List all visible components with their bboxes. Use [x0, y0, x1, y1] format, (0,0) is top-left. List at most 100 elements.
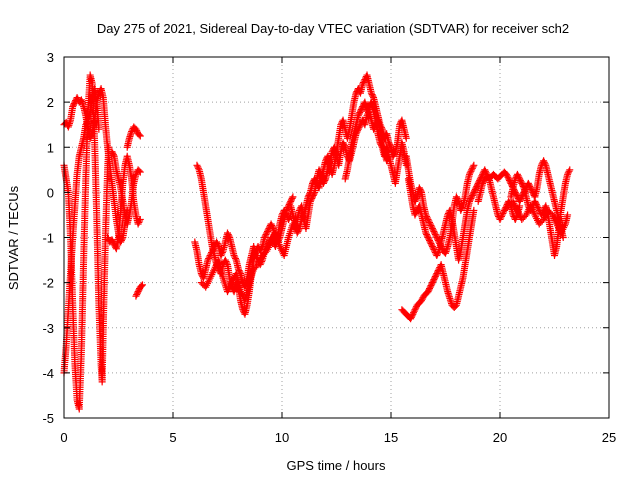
data-point — [497, 212, 505, 220]
data-point — [367, 89, 375, 97]
data-point — [308, 194, 316, 202]
y-tick-label: -2 — [42, 276, 54, 291]
data-point — [224, 229, 231, 237]
data-point — [268, 221, 276, 229]
data-point — [564, 170, 572, 178]
data-point — [457, 206, 465, 214]
data-point — [426, 285, 434, 293]
data-point — [412, 304, 420, 312]
data-point — [506, 178, 514, 186]
data-point — [133, 291, 141, 299]
data-point — [261, 232, 269, 240]
data-point — [288, 194, 296, 202]
data-point — [423, 232, 431, 240]
data-point — [517, 178, 525, 186]
data-point — [411, 306, 419, 314]
y-tick-labels: -5 -4 -3 -2 -1 0 1 2 3 — [42, 50, 54, 426]
data-point — [385, 139, 393, 147]
data-point — [424, 215, 432, 223]
y-axis-label: SDTVAR / TECUs — [6, 185, 21, 290]
data-point — [497, 214, 505, 222]
data-point — [206, 252, 214, 260]
data-point — [469, 163, 477, 171]
data-point — [70, 100, 78, 108]
data-point — [225, 232, 233, 240]
y-tick-label: -5 — [42, 411, 54, 426]
data-point — [417, 187, 425, 195]
data-point — [428, 280, 436, 288]
data-point — [370, 125, 378, 133]
data-point — [428, 223, 436, 231]
data-point — [132, 125, 140, 133]
x-tick-label: 0 — [60, 430, 67, 445]
data-point — [263, 227, 271, 235]
data-point — [516, 175, 524, 183]
data-point — [135, 218, 143, 226]
data-point — [261, 234, 269, 241]
data-point — [466, 169, 474, 177]
data-point — [194, 163, 202, 171]
data-point — [391, 149, 399, 157]
data-point — [526, 182, 534, 190]
data-point — [363, 107, 371, 115]
data-point — [468, 164, 476, 172]
data-point — [425, 286, 433, 294]
data-point — [473, 182, 481, 190]
data-point — [73, 94, 81, 102]
data-point — [503, 172, 511, 180]
data-point — [205, 253, 213, 261]
data-point — [511, 215, 519, 223]
data-point — [516, 197, 524, 205]
data-point — [307, 196, 315, 204]
data-point — [321, 176, 329, 184]
data-point — [390, 151, 398, 159]
data-point — [218, 250, 226, 258]
data-point — [207, 250, 215, 258]
data-point — [138, 281, 146, 289]
data-point — [431, 230, 439, 238]
data-point — [269, 223, 277, 231]
data-point — [134, 288, 142, 296]
data-point — [236, 268, 244, 276]
data-point — [433, 270, 441, 278]
data-point — [515, 173, 523, 181]
data-point — [540, 157, 548, 165]
data-point — [469, 190, 477, 198]
data-point — [531, 197, 539, 205]
data-point — [193, 161, 201, 169]
data-point — [426, 237, 434, 245]
data-point — [316, 167, 324, 175]
data-point — [432, 271, 440, 279]
data-point — [518, 179, 526, 187]
data-point — [434, 250, 442, 258]
data-point — [466, 196, 474, 204]
data-point — [267, 220, 275, 228]
data-point — [425, 217, 433, 225]
data-point — [431, 274, 439, 282]
data-point — [423, 214, 431, 222]
data-point — [340, 140, 348, 148]
data-point — [309, 191, 317, 199]
data-point — [429, 244, 437, 252]
data-point — [340, 142, 348, 150]
data-point — [465, 170, 473, 178]
data-point — [319, 179, 327, 187]
data-point — [516, 176, 524, 184]
data-point — [295, 226, 303, 234]
data-point — [430, 276, 438, 284]
data-point — [457, 205, 465, 213]
plot-area — [60, 71, 574, 413]
data-point — [504, 173, 512, 181]
y-tick-label: 1 — [47, 140, 54, 155]
data-point — [470, 206, 478, 214]
data-point — [428, 243, 436, 251]
data-point — [376, 139, 384, 147]
y-tick-label: 3 — [47, 50, 54, 65]
data-point — [533, 202, 541, 210]
data-point — [514, 172, 522, 180]
data-point — [224, 230, 232, 238]
data-point — [532, 200, 540, 208]
data-point — [222, 258, 230, 266]
data-point — [135, 167, 143, 175]
